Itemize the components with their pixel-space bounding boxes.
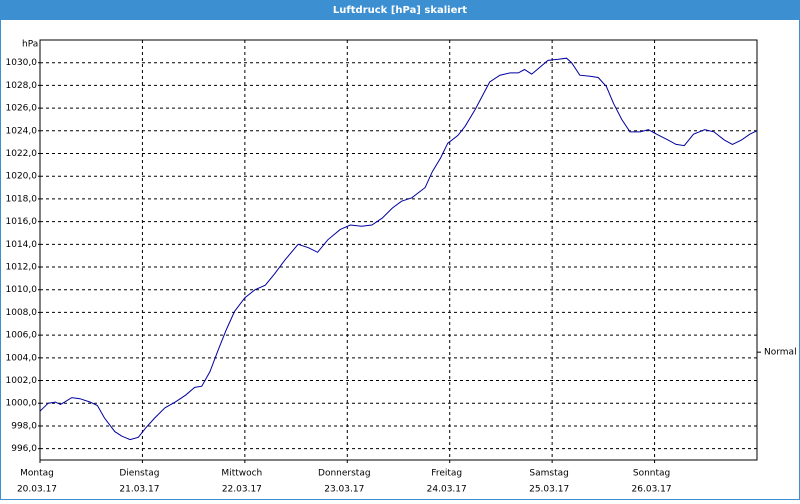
y-tick-label: 1000,0 <box>6 399 38 409</box>
data-line <box>39 57 758 441</box>
y-tick-label: 996,0 <box>11 444 37 454</box>
x-tick-label: Sonntag <box>633 469 670 479</box>
x-tick-label: Freitag <box>431 469 462 479</box>
y-tick-label: 1016,0 <box>6 217 38 227</box>
x-tick-date: 22.03.17 <box>222 485 262 495</box>
y-axis-label: hPa <box>22 40 38 50</box>
y-tick-label: 1008,0 <box>6 308 38 318</box>
chart-title: Luftdruck [hPa] skaliert <box>333 5 467 16</box>
y-tick-label: 1014,0 <box>6 240 38 250</box>
x-tick-date: 20.03.17 <box>17 485 57 495</box>
y-tick-label: 1030,0 <box>6 58 38 68</box>
y-tick-label: 1006,0 <box>6 331 38 341</box>
y-tick-label: 998,0 <box>11 421 37 431</box>
y-tick-label: 1026,0 <box>6 104 38 114</box>
x-tick-label: Dienstag <box>119 469 159 479</box>
x-tick-date: 26.03.17 <box>632 485 672 495</box>
x-tick-label: Mittwoch <box>221 469 262 479</box>
x-tick-date: 21.03.17 <box>119 485 159 495</box>
y-tick-label: 1004,0 <box>6 353 38 363</box>
x-tick-label: Montag <box>20 469 54 479</box>
y-tick-label: 1028,0 <box>6 81 38 91</box>
x-tick-label: Donnerstag <box>318 469 371 479</box>
x-tick-date: 23.03.17 <box>324 485 364 495</box>
y-tick-label: 1002,0 <box>6 376 38 386</box>
annotation-label: Normal <box>764 348 797 358</box>
y-tick-label: 1012,0 <box>6 263 38 273</box>
title-bar <box>0 0 800 20</box>
y-tick-label: 1018,0 <box>6 194 38 204</box>
x-tick-date: 24.03.17 <box>427 485 467 495</box>
y-tick-label: 1024,0 <box>6 126 38 136</box>
x-tick-date: 25.03.17 <box>529 485 569 495</box>
y-tick-label: 1020,0 <box>6 172 38 182</box>
y-tick-label: 1022,0 <box>6 149 38 159</box>
y-tick-label: 1010,0 <box>6 285 38 295</box>
x-tick-label: Samstag <box>529 469 568 479</box>
